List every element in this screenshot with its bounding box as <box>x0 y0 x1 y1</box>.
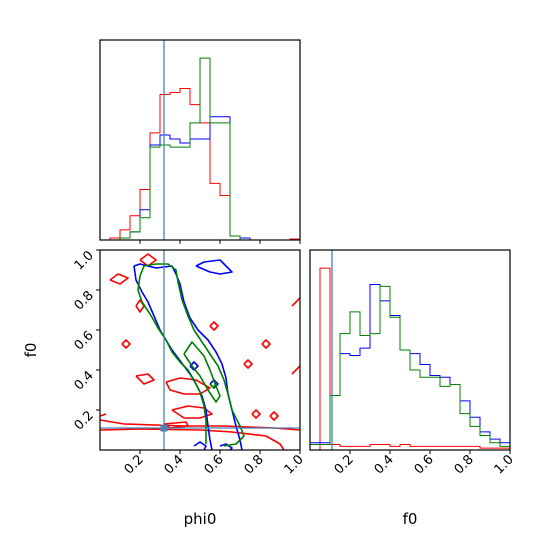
contour-line <box>121 339 131 349</box>
contour-line <box>195 259 233 275</box>
contour-line <box>291 365 300 375</box>
f0-histogram-series <box>309 250 511 451</box>
contour-line <box>251 409 261 419</box>
phi0-f0-contour-frame <box>99 249 301 451</box>
contour-line <box>133 265 213 450</box>
contour-line <box>209 321 219 331</box>
contour-line <box>100 428 285 450</box>
contour-line <box>183 341 221 403</box>
contour-line <box>139 263 245 447</box>
contour-line <box>189 361 199 371</box>
contour-line <box>243 359 253 369</box>
y-axis-label-f0: f0 <box>22 343 40 358</box>
contour-line <box>135 373 155 385</box>
phi0-histogram-frame <box>99 39 301 241</box>
contour-line <box>163 421 189 429</box>
contour-line <box>165 377 211 395</box>
phi0-f0-contours <box>100 250 300 450</box>
x-axis-label-f0: f0 <box>403 510 418 528</box>
phi0-f0-contour-panel: 0.20.20.40.40.60.60.80.81.01.0 phi0 f0 <box>22 248 307 528</box>
contour-line <box>100 413 107 417</box>
contour-lines <box>100 253 300 450</box>
contour-line <box>209 381 217 389</box>
contour-line <box>291 297 300 307</box>
contour-line <box>261 339 271 349</box>
x-axis-label-phi0: phi0 <box>184 510 217 528</box>
contour-line <box>109 273 129 285</box>
contour-line <box>139 253 157 267</box>
histogram-step-series-0 <box>310 267 511 451</box>
phi0-histogram-panel <box>99 39 301 244</box>
contour-line <box>219 443 233 450</box>
histogram-step-series-2 <box>309 285 511 450</box>
contour-line <box>193 441 207 450</box>
contour-line <box>137 275 207 444</box>
phi0-histogram-ticks <box>139 240 301 244</box>
truth-marker <box>160 424 168 432</box>
contour-line <box>171 405 213 419</box>
f0-histogram-frame <box>309 249 511 451</box>
contour-line <box>269 411 279 421</box>
